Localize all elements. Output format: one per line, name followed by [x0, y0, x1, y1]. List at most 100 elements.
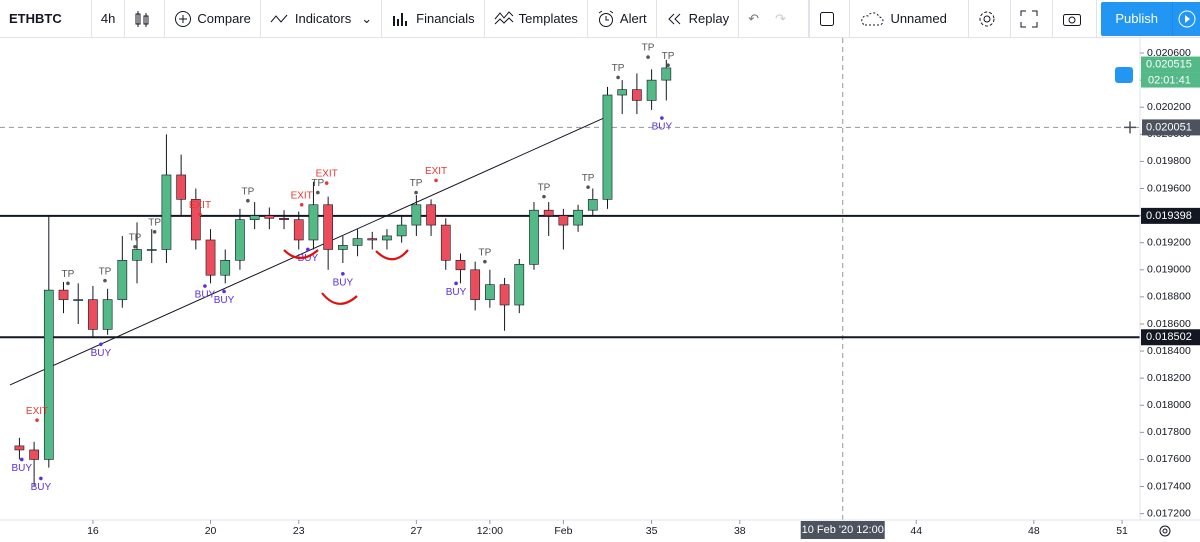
- y-tick-label: 0.018800: [1147, 291, 1191, 303]
- candle-body: [396, 224, 407, 237]
- candle-body: [455, 260, 466, 271]
- candle-body: [220, 260, 231, 276]
- gear-icon: [979, 11, 995, 26]
- cloud-icon: [861, 11, 884, 25]
- signal-marker: [454, 281, 458, 286]
- expand-icon: [1020, 10, 1038, 27]
- candle-body: [602, 94, 613, 200]
- y-tick-label: 0.017400: [1147, 480, 1191, 492]
- candle-body: [558, 215, 569, 226]
- indicators-button[interactable]: Indicators ⌄: [261, 0, 383, 38]
- signal-marker: [306, 247, 310, 252]
- interval-button[interactable]: 4h: [92, 0, 126, 38]
- signal-marker: [660, 116, 664, 120]
- signal-marker: [434, 178, 438, 183]
- alert-button[interactable]: Alert: [588, 0, 657, 38]
- layout-name: Unnamed: [890, 11, 947, 26]
- candle-body: [411, 204, 422, 226]
- signal-marker: [414, 190, 418, 195]
- x-tick-label: 27: [411, 525, 423, 537]
- templates-icon: [494, 10, 514, 24]
- signal-marker: [198, 212, 202, 217]
- signal-marker: [542, 194, 546, 199]
- trend-line: [9, 114, 611, 386]
- compare-label: Compare: [197, 11, 251, 26]
- x-tick-label: 48: [1028, 525, 1040, 537]
- candle-body: [440, 224, 451, 261]
- templates-label: Templates: [518, 11, 578, 26]
- x-tick-label: 44: [910, 525, 922, 537]
- dropdown-arrow: ⌄: [361, 10, 373, 26]
- undo-redo[interactable]: ↶ ↷: [739, 0, 810, 38]
- compare-button[interactable]: Compare: [165, 0, 261, 38]
- signal-label: TP: [662, 51, 675, 62]
- candle-body: [58, 289, 69, 300]
- financials-icon: [393, 12, 408, 26]
- candle-body: [279, 218, 289, 220]
- x-tick-label: 16: [87, 525, 99, 537]
- snapshot-button[interactable]: [1053, 0, 1098, 38]
- signal-marker: [341, 272, 345, 276]
- templates-button[interactable]: Templates: [485, 0, 588, 38]
- candle-body: [573, 209, 583, 226]
- settings-gear[interactable]: [1159, 525, 1171, 537]
- arc: [283, 249, 319, 260]
- signal-label: EXIT: [189, 200, 211, 211]
- candle-body: [485, 284, 495, 300]
- signal-label: TP: [612, 63, 625, 74]
- camera-icon: [1063, 13, 1082, 26]
- last-price-tag: [1141, 56, 1200, 73]
- candle-body: [661, 67, 672, 81]
- settings-button[interactable]: [969, 0, 1012, 38]
- financials-button[interactable]: Financials: [382, 0, 485, 38]
- signal-label: EXIT: [26, 406, 48, 417]
- crosshair-x-tag: [800, 521, 885, 539]
- level-tag: [1141, 329, 1200, 346]
- candle-body: [514, 264, 525, 306]
- layout-button[interactable]: Unnamed: [850, 0, 970, 38]
- fullscreen-button[interactable]: [1011, 0, 1054, 38]
- alert-label: Alert: [619, 11, 647, 26]
- indicators-icon: [270, 14, 288, 23]
- candle-body: [470, 269, 481, 300]
- fullscreen-toggle[interactable]: [809, 0, 851, 38]
- signal-marker: [99, 342, 103, 347]
- signal-label: TP: [148, 217, 161, 228]
- signal-marker: [324, 181, 329, 185]
- chart-type-button[interactable]: [125, 0, 166, 38]
- candle-body: [352, 238, 363, 246]
- signal-marker: [203, 284, 207, 288]
- x-tick-label: 23: [293, 525, 305, 537]
- candle-body: [161, 174, 172, 250]
- candle-body: [587, 199, 598, 211]
- replay-button[interactable]: Replay: [657, 0, 740, 38]
- candle-body: [205, 239, 216, 276]
- publish-button[interactable]: Publish: [1101, 1, 1172, 36]
- signal-label: TP: [478, 247, 491, 258]
- hand-drawn-arcs: [283, 249, 409, 305]
- x-tick-label: 35: [646, 525, 658, 537]
- signal-label: BUY: [214, 295, 235, 306]
- candle-body: [146, 249, 157, 251]
- candle-body: [382, 235, 392, 241]
- symbol-search[interactable]: ETHBTC: [0, 0, 92, 38]
- signal-label: TP: [410, 178, 423, 189]
- candle-body: [14, 445, 25, 451]
- auto-scale-button[interactable]: [1115, 67, 1133, 83]
- level-tag: [1141, 207, 1200, 224]
- signal-marker: [39, 476, 43, 481]
- signal-label: TP: [582, 173, 595, 184]
- y-tick-label: 0.019600: [1147, 182, 1191, 194]
- signal-label: BUY: [195, 290, 216, 301]
- financials-label: Financials: [416, 11, 475, 26]
- y-tick-label: 0.017200: [1147, 507, 1191, 519]
- signal-label: BUY: [91, 348, 112, 359]
- candle-body: [543, 209, 554, 216]
- signal-label: TP: [99, 266, 112, 277]
- crosshair-y-label: 0.020051: [1146, 121, 1192, 133]
- candle-icon: [135, 10, 149, 27]
- publish-menu[interactable]: [1172, 1, 1200, 36]
- signal-marker: [616, 75, 620, 80]
